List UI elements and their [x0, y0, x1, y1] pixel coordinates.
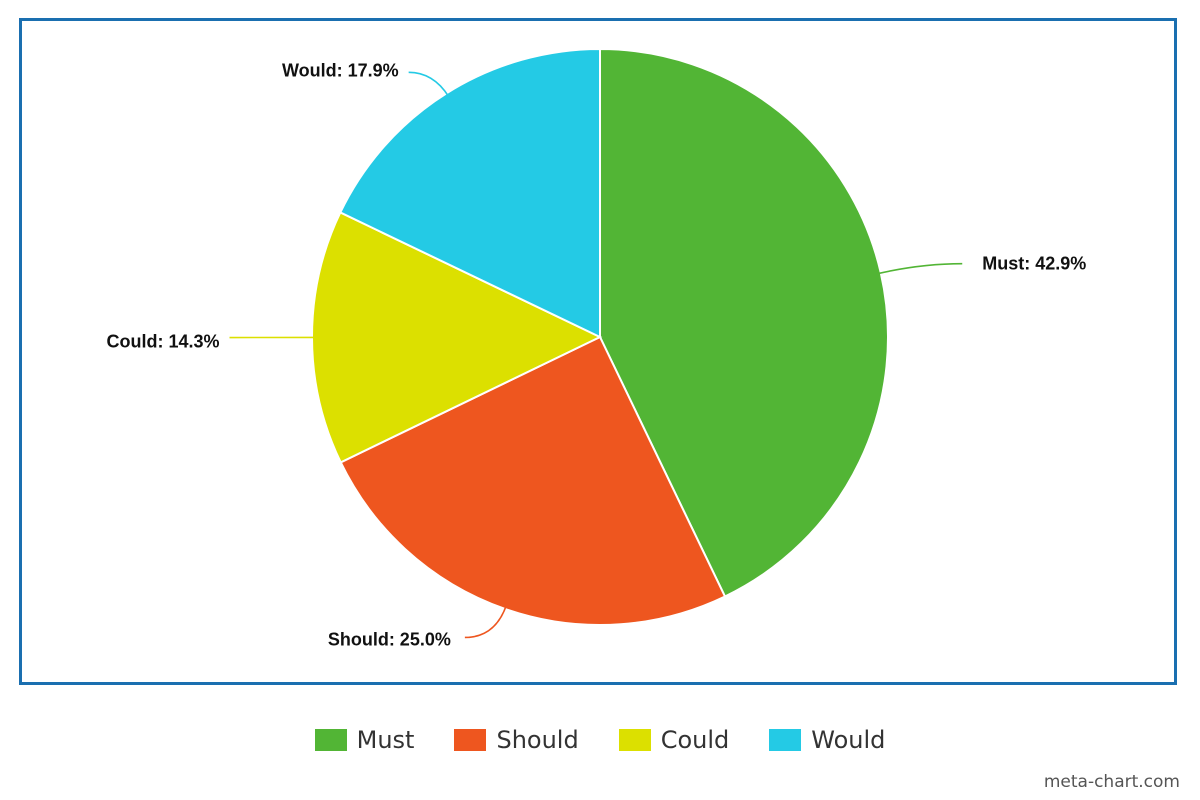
- legend-label-must: Must: [356, 726, 415, 754]
- slice-label-could: Could: 14.3%: [106, 332, 219, 352]
- legend-item-could[interactable]: Could: [618, 726, 730, 754]
- legend: Must Should Could Would: [0, 722, 1200, 758]
- legend-item-should[interactable]: Should: [454, 726, 579, 754]
- legend-swatch-must: [314, 729, 347, 751]
- legend-item-must[interactable]: Must: [314, 726, 415, 754]
- watermark: meta-chart.com: [1043, 772, 1180, 792]
- leader-line-must: [876, 262, 963, 275]
- legend-item-would[interactable]: Would: [769, 726, 885, 754]
- legend-swatch-would: [769, 729, 802, 751]
- slice-label-must: Must: 42.9%: [982, 254, 1086, 274]
- legend-swatch-could: [618, 729, 651, 751]
- slice-label-would: Would: 17.9%: [282, 60, 399, 80]
- slice-labels: Must: 42.9% Should: 25.0% Could: 14.3% Woul…: [106, 60, 1086, 649]
- legend-label-could: Could: [660, 726, 730, 754]
- slice-label-should: Should: 25.0%: [328, 629, 451, 649]
- pie-slices: [311, 47, 889, 626]
- legend-label-should: Should: [496, 726, 579, 754]
- legend-swatch-should: [454, 729, 487, 751]
- leader-lines: [229, 71, 963, 639]
- leader-line-should: [464, 604, 508, 639]
- legend-label-would: Would: [811, 726, 886, 754]
- leader-line-would: [408, 71, 450, 98]
